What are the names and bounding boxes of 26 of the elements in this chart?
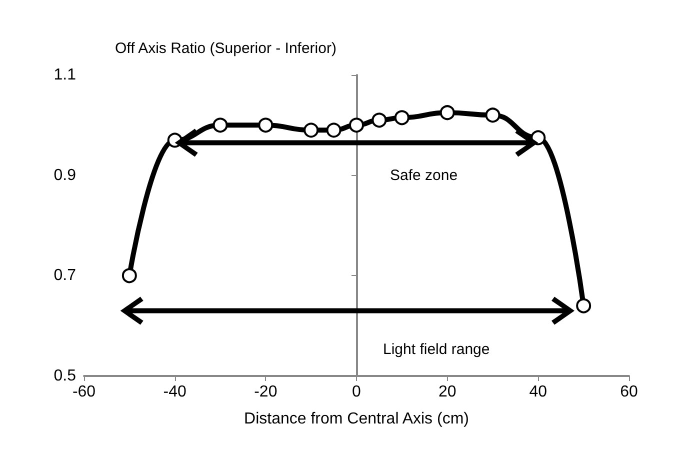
point	[304, 122, 319, 138]
x-tick-label: 60	[620, 384, 638, 400]
point	[485, 108, 500, 123]
point	[440, 105, 455, 120]
x-tick-label: -60	[72, 384, 96, 400]
point	[394, 110, 410, 126]
point	[372, 112, 387, 128]
annotation: Safe zone	[390, 167, 458, 184]
x-tick-label: 20	[438, 384, 456, 400]
y-tick-label: 0.7	[54, 267, 76, 284]
annotation: Light field range	[383, 341, 490, 358]
y-tick-label: 0.9	[54, 166, 76, 184]
x-axis-title: Distance from Central Axis (cm)	[244, 410, 469, 428]
y-tick-label: 1.1	[54, 66, 76, 84]
x-tick-label: 40	[529, 384, 548, 400]
x-tick-label: -40	[163, 384, 186, 400]
point	[122, 268, 137, 284]
point	[576, 298, 592, 314]
point	[258, 118, 274, 133]
y-tick-label: 0.5	[54, 368, 76, 384]
x-tick-label: 0	[352, 384, 362, 400]
point	[349, 118, 364, 133]
point	[212, 118, 228, 133]
x-tick-label: -20	[254, 384, 278, 400]
point	[326, 122, 342, 138]
chart-title: Off Axis Ratio (Superior - Inferior)	[115, 40, 336, 57]
